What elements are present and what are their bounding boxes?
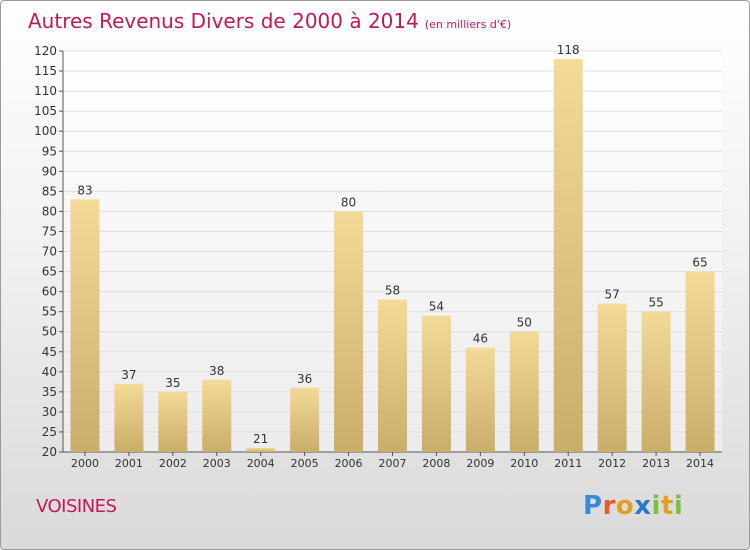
y-tick-label: 55 — [42, 305, 57, 319]
y-tick-label: 35 — [42, 385, 57, 399]
x-tick-label: 2004 — [247, 457, 275, 470]
bar — [70, 199, 100, 452]
location-label: VOISINES — [36, 496, 117, 517]
y-tick-label: 105 — [34, 104, 57, 118]
data-label: 55 — [648, 296, 663, 310]
bar — [421, 315, 451, 452]
proxiti-logo: Proxiti — [583, 491, 684, 521]
x-tick-label: 2003 — [203, 457, 231, 470]
bar — [509, 331, 539, 452]
x-tick-label: 2014 — [686, 457, 714, 470]
y-tick-label: 100 — [34, 124, 57, 138]
x-tick-label: 2001 — [115, 457, 143, 470]
x-tick-label: 2005 — [291, 457, 319, 470]
data-label: 57 — [605, 288, 620, 302]
y-tick-label: 60 — [42, 285, 57, 299]
x-tick-label: 2009 — [466, 457, 494, 470]
data-label: 83 — [77, 183, 92, 197]
chart-title-unit: (en milliers d'€) — [424, 18, 512, 31]
x-tick-label: 2011 — [554, 457, 582, 470]
chart-title-main: Autres Revenus Divers de 2000 à 2014 — [28, 9, 419, 33]
bar — [334, 211, 364, 452]
data-label: 118 — [557, 43, 580, 57]
data-label: 36 — [297, 372, 312, 386]
data-label: 58 — [385, 284, 400, 298]
data-label: 46 — [473, 332, 488, 346]
y-tick-label: 90 — [42, 164, 57, 178]
bar — [465, 347, 495, 452]
y-tick-label: 70 — [42, 245, 57, 259]
y-tick-label: 25 — [42, 425, 57, 439]
y-tick-label: 110 — [34, 84, 57, 98]
x-tick-label: 2006 — [335, 457, 363, 470]
data-label: 50 — [517, 316, 532, 330]
bar — [158, 391, 188, 452]
y-tick-label: 120 — [34, 44, 57, 58]
data-label: 38 — [209, 364, 224, 378]
data-label: 21 — [253, 432, 268, 446]
y-tick-label: 30 — [42, 405, 57, 419]
x-tick-label: 2012 — [598, 457, 626, 470]
x-tick-label: 2013 — [642, 457, 670, 470]
x-tick-label: 2000 — [71, 457, 99, 470]
x-tick-label: 2010 — [510, 457, 538, 470]
bar — [114, 383, 144, 452]
x-tick-label: 2008 — [422, 457, 450, 470]
bar — [290, 387, 320, 452]
bar — [202, 379, 232, 452]
y-tick-label: 95 — [42, 144, 57, 158]
bar — [553, 59, 583, 453]
bar — [246, 447, 276, 452]
bar — [641, 311, 671, 452]
bar — [597, 303, 627, 452]
y-tick-label: 85 — [42, 184, 57, 198]
data-label: 54 — [429, 300, 444, 314]
y-tick-label: 45 — [42, 345, 57, 359]
y-tick-label: 20 — [42, 445, 57, 459]
y-tick-label: 40 — [42, 365, 57, 379]
bar — [685, 271, 715, 452]
chart-title: Autres Revenus Divers de 2000 à 2014 (en … — [28, 9, 511, 33]
data-label: 80 — [341, 195, 356, 209]
data-label: 37 — [121, 368, 136, 382]
x-tick-label: 2002 — [159, 457, 187, 470]
y-tick-label: 115 — [34, 64, 57, 78]
y-tick-label: 75 — [42, 224, 57, 238]
y-tick-label: 80 — [42, 204, 57, 218]
bar — [378, 299, 407, 452]
data-label: 35 — [165, 376, 180, 390]
y-tick-label: 65 — [42, 265, 57, 279]
y-tick-label: 50 — [42, 325, 57, 339]
x-tick-label: 2007 — [379, 457, 407, 470]
data-label: 65 — [692, 256, 707, 270]
